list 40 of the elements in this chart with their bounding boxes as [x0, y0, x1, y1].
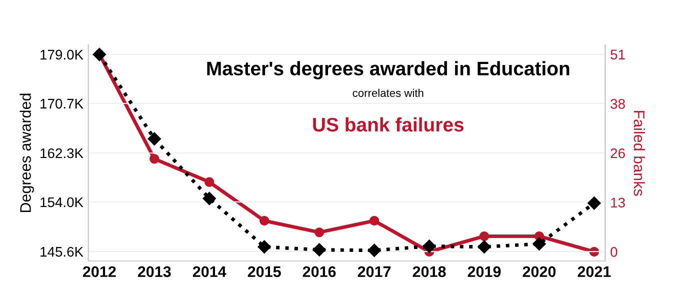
y2-tick-label: 51	[610, 50, 625, 60]
y-tick-label: 162.3K	[40, 148, 84, 158]
y2-tick-label: 26	[610, 148, 625, 158]
x-tick-label: 2018	[412, 266, 446, 278]
x-tick-label: 2012	[82, 266, 116, 278]
x-tick-label: 2014	[192, 266, 226, 278]
point	[202, 192, 216, 206]
x-tick-label: 2013	[138, 266, 171, 278]
x-tick-label: 2021	[578, 266, 611, 278]
point	[312, 243, 326, 256]
point	[204, 177, 214, 187]
point	[258, 240, 271, 254]
point	[478, 240, 491, 254]
point	[314, 227, 324, 238]
point	[148, 132, 161, 146]
y-tick-label: 145.6K	[40, 246, 84, 257]
x-tick-label: 2015	[248, 266, 281, 278]
y-axis-title: Degrees awarded	[20, 94, 34, 212]
x-tick-label: 2016	[302, 266, 336, 278]
y-tick-label: 170.7K	[40, 98, 84, 109]
point	[479, 231, 490, 242]
point	[259, 216, 270, 226]
y2-tick-label: 0	[610, 247, 618, 257]
x-tick-label: 2020	[522, 266, 556, 278]
y2-axis-title: Failed banks	[634, 110, 645, 196]
point	[369, 216, 380, 226]
x-tick-label: 2019	[468, 266, 501, 278]
y2-tick-label: 38	[610, 98, 625, 109]
point	[588, 196, 601, 210]
text: correlates with	[352, 88, 424, 97]
y-tick-label: 179.0K	[40, 50, 84, 60]
point	[150, 154, 160, 164]
x-tick-label: 2017	[358, 266, 391, 278]
point	[422, 240, 436, 253]
point	[368, 244, 381, 257]
point	[532, 237, 546, 250]
annotation: US bank failures	[313, 117, 464, 132]
text: Master's degrees awarded in Education	[207, 61, 570, 80]
y-tick-label: 154.0K	[40, 197, 84, 208]
y2-tick-label: 13	[611, 198, 625, 208]
